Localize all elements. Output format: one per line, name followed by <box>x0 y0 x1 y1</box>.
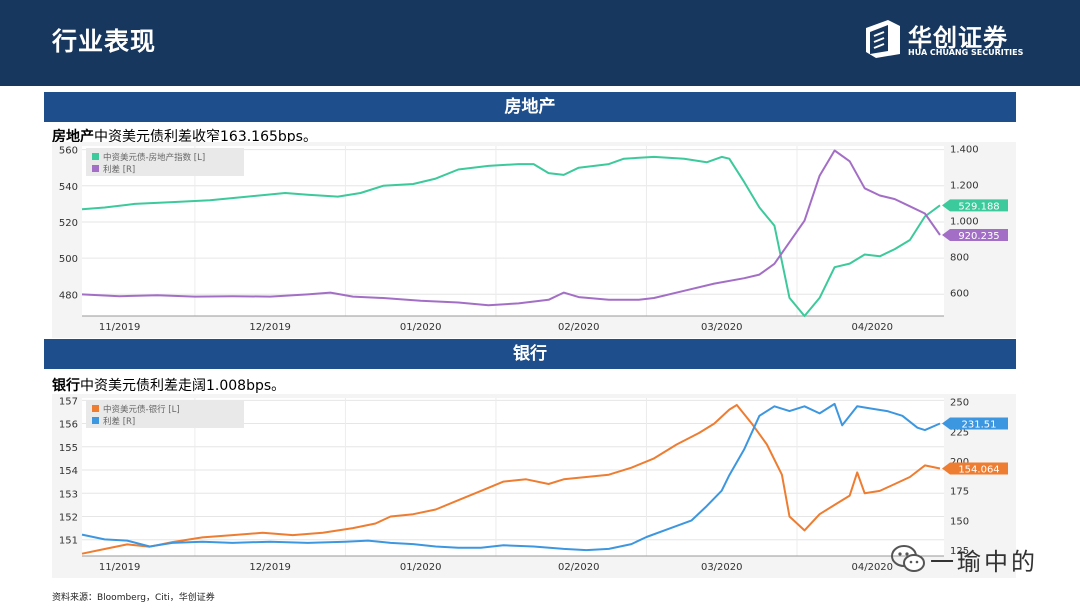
x-tick: 02/2020 <box>558 322 600 333</box>
note-text: 中资美元债利差收窄163.165bps。 <box>94 129 317 145</box>
y-right-tick: 125 <box>950 546 969 557</box>
y-left-tick: 151 <box>59 536 78 547</box>
y-left-tick: 156 <box>59 420 78 431</box>
bank-chart: 151 152 153 154 155 156 157 125 150 175 200 225 250 1… <box>52 394 1016 578</box>
real-estate-chart: 480 500 520 540 560 600 800 1.000 1.200 1.400 11/2… <box>52 142 1016 338</box>
source-note: 资料来源：Bloomberg，Citi，华创证券 <box>52 593 215 603</box>
y-right-tick: 1.400 <box>950 145 979 156</box>
watermark: 一瑜中的 <box>890 540 1060 580</box>
x-tick: 01/2020 <box>400 562 442 573</box>
y-left-tick: 540 <box>59 182 78 193</box>
note-text: 中资美元债利差走阔1.008bps。 <box>80 378 286 394</box>
x-tick: 03/2020 <box>701 322 743 333</box>
watermark-text: 一瑜中的 <box>930 548 1038 576</box>
wechat-icon <box>891 545 925 572</box>
legend-swatch <box>92 405 99 412</box>
y-left-tick: 153 <box>59 489 78 500</box>
legend-label: 利差 [R] <box>103 416 135 427</box>
x-tick: 04/2020 <box>851 562 893 573</box>
last-value-label: 920.235 <box>958 231 999 242</box>
y-left-tick: 500 <box>59 254 78 265</box>
brand-logo: 华创证券 HUA CHUANG SECURITIES <box>862 18 1024 66</box>
x-tick: 02/2020 <box>558 562 600 573</box>
legend-label: 中资美元债-房地产指数 [L] <box>103 152 205 163</box>
section-bar-real-estate: 房地产 <box>44 92 1016 122</box>
x-tick: 01/2020 <box>400 322 442 333</box>
legend-swatch <box>92 165 99 172</box>
brand-name-cn: 华创证券 <box>908 24 1008 52</box>
y-left-tick: 480 <box>59 290 78 301</box>
series-line <box>81 155 941 317</box>
series-line <box>81 404 941 555</box>
last-value-tag <box>942 229 1008 242</box>
y-left-tick: 154 <box>59 466 78 477</box>
brand-name-en: HUA CHUANG SECURITIES <box>908 48 1024 57</box>
y-right-tick: 600 <box>950 289 969 300</box>
legend-label: 中资美元债-银行 [L] <box>103 404 180 415</box>
section-bar-bank: 银行 <box>44 339 1016 369</box>
legend-swatch <box>92 417 99 424</box>
x-tick: 12/2019 <box>249 562 291 573</box>
y-left-tick: 155 <box>59 443 78 454</box>
last-value-tag <box>942 417 1008 430</box>
last-value-label: 231.51 <box>962 420 997 431</box>
x-tick: 11/2019 <box>99 322 141 333</box>
legend: 中资美元债-房地产指数 [L]利差 [R] <box>86 148 244 176</box>
header-bar: 行业表现 华创证券 HUA CHUANG SECURITIES <box>0 0 1080 86</box>
note-bold: 房地产 <box>52 129 94 145</box>
x-tick: 04/2020 <box>851 322 893 333</box>
y-right-tick: 175 <box>950 487 969 498</box>
last-value-label: 154.064 <box>958 465 999 476</box>
x-tick: 03/2020 <box>701 562 743 573</box>
series-line <box>81 402 941 552</box>
y-right-tick: 225 <box>950 427 969 438</box>
y-left-tick: 152 <box>59 513 78 524</box>
last-value-label: 529.188 <box>958 201 999 212</box>
legend: 中资美元债-银行 [L]利差 [R] <box>86 400 244 428</box>
y-right-tick: 150 <box>950 516 969 527</box>
note-bold: 银行 <box>52 378 80 394</box>
y-right-tick: 250 <box>950 398 969 409</box>
y-right-tick: 1.200 <box>950 181 979 192</box>
bank-note: 银行中资美元债利差走阔1.008bps。 <box>52 375 285 395</box>
series-line <box>81 149 941 307</box>
x-tick: 11/2019 <box>99 562 141 573</box>
y-right-tick: 800 <box>950 253 969 264</box>
legend-label: 利差 [R] <box>103 164 135 175</box>
y-left-tick: 520 <box>59 218 78 229</box>
legend-box <box>86 148 244 176</box>
page-title: 行业表现 <box>52 27 157 56</box>
y-right-tick: 1.000 <box>950 217 979 228</box>
last-value-tag <box>942 462 1008 475</box>
y-left-tick: 157 <box>59 396 78 407</box>
x-tick: 12/2019 <box>249 322 291 333</box>
last-value-tag <box>942 199 1008 212</box>
legend-swatch <box>92 153 99 160</box>
legend-box <box>86 400 244 428</box>
y-right-tick: 200 <box>950 457 969 468</box>
y-left-tick: 560 <box>59 146 78 157</box>
real-estate-note: 房地产中资美元债利差收窄163.165bps。 <box>52 126 317 146</box>
cube-logo-icon <box>866 20 900 58</box>
